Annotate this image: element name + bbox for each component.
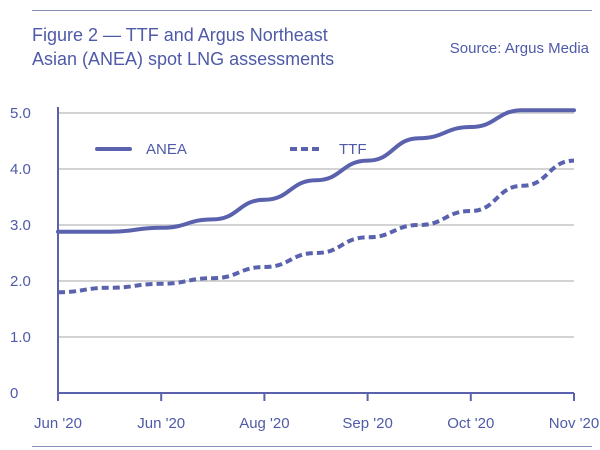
x-tick-label: Jun '20 (34, 415, 82, 432)
x-tick-label: Aug '20 (239, 415, 289, 432)
series-lines (56, 108, 576, 295)
chart-title-line-1: Figure 2 — TTF and Argus Northeast (32, 25, 328, 45)
y-tick-label: 0 (10, 385, 18, 402)
y-tick-label: 1.0 (10, 329, 31, 346)
grid-lines (58, 112, 574, 338)
x-tick-labels: Jun '20 Jun '20 Aug '20 Sep '20 Oct '20 Nov '… (34, 415, 599, 432)
bottom-divider (32, 446, 592, 447)
y-tick-label: 5.0 (10, 105, 31, 122)
legend-label-ttf: TTF (339, 141, 367, 158)
series-line-ttf (57, 158, 575, 295)
chart-title: Figure 2 — TTF and Argus Northeast Asian… (32, 23, 334, 71)
series-line-anea (56, 108, 576, 234)
y-tick-label: 4.0 (10, 161, 31, 178)
x-tick-label: Oct '20 (447, 415, 494, 432)
chart-title-line-2: Asian (ANEA) spot LNG assessments (32, 49, 335, 69)
y-tick-label: 3.0 (10, 217, 31, 234)
x-tick-label: Sep '20 (342, 415, 392, 432)
y-tick-labels: 0 1.0 2.0 3.0 4.0 5.0 (10, 105, 31, 402)
chart-source: Source: Argus Media (449, 40, 589, 57)
legend-label-anea: ANEA (146, 141, 187, 158)
y-tick-label: 2.0 (10, 273, 31, 290)
x-tick-label: Nov '20 (549, 415, 599, 432)
x-tick-label: Jun '20 (137, 415, 185, 432)
top-divider (32, 10, 592, 11)
legend: ANEA TTF (95, 141, 367, 158)
axes (57, 107, 575, 401)
